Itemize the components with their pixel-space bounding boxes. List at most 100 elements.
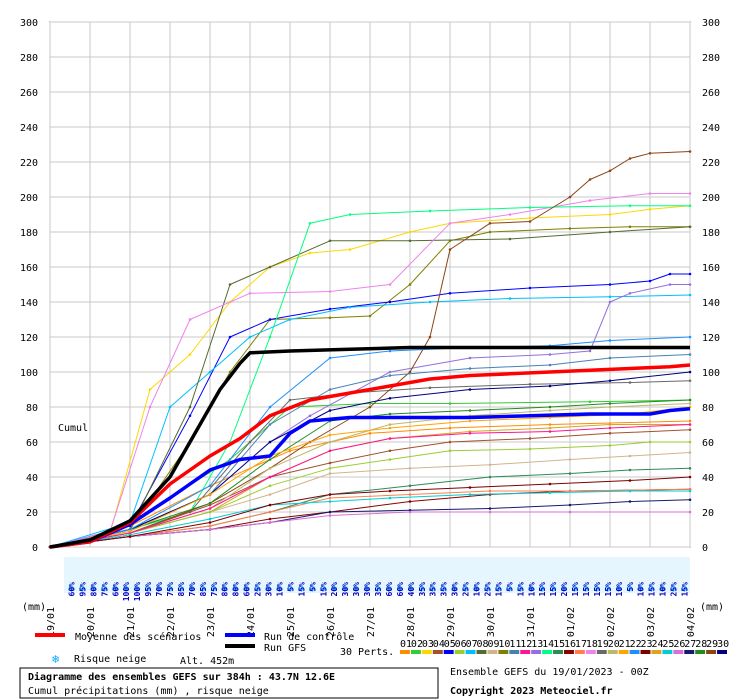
series-point: [388, 370, 392, 374]
snow-risk-value: 75%: [210, 582, 219, 597]
series-point: [688, 370, 692, 374]
pert-swatch: [487, 650, 498, 654]
series-point: [268, 484, 272, 488]
series-point: [188, 405, 192, 409]
series-point: [268, 510, 272, 514]
series-point: [568, 227, 572, 230]
series-point: [448, 248, 452, 251]
y-tick-left: 300: [20, 18, 38, 29]
series-point: [208, 517, 212, 521]
series-point: [628, 479, 632, 482]
series-point: [208, 510, 212, 514]
snowflake-icon: ❄: [145, 584, 152, 595]
series-point: [688, 272, 692, 276]
snow-risk-value: 15%: [582, 582, 591, 597]
series-point: [608, 402, 612, 405]
snowflake-icon: ❄: [287, 584, 294, 595]
pert-number: 10: [498, 639, 510, 650]
x-tick-label: 25/01: [286, 607, 297, 637]
pert-number: 28: [695, 639, 707, 650]
snowflake-icon: ❄: [276, 584, 283, 595]
pert-swatch: [618, 650, 629, 654]
series-point: [328, 466, 332, 470]
series-point: [368, 405, 372, 409]
series-point: [668, 272, 672, 276]
series-gfs: [49, 345, 690, 549]
y-tick-left: 140: [20, 298, 38, 309]
snowflake-icon: ❄: [408, 584, 415, 595]
y-tick-left: 40: [26, 473, 38, 484]
series-point: [568, 510, 572, 514]
series-point: [208, 507, 212, 510]
series-point: [588, 349, 592, 353]
series-point: [488, 221, 492, 225]
series-point: [328, 472, 332, 475]
y-tick-left: 240: [20, 123, 38, 134]
series-point: [208, 503, 212, 507]
series-point: [328, 356, 332, 360]
series-point: [348, 305, 352, 309]
pert-number: 01: [400, 639, 412, 650]
snowflake-icon: ❄: [572, 584, 579, 595]
pert-swatch: [673, 650, 684, 654]
snow-risk-value: 30%: [363, 582, 372, 597]
snow-risk-value: 30%: [352, 582, 361, 597]
series-point: [248, 291, 252, 295]
series-member: [49, 490, 690, 548]
snowflake-icon: ❄: [255, 584, 262, 595]
series-point: [368, 314, 372, 318]
pert-number: 09: [487, 639, 499, 650]
snow-risk-value: 95%: [78, 582, 87, 597]
snow-risk-value: 20%: [560, 582, 569, 597]
snowflake-icon: ❄: [660, 584, 667, 595]
series-point: [268, 517, 272, 521]
series-point: [468, 367, 472, 370]
series-point: [608, 169, 612, 173]
pert-swatch: [410, 650, 421, 654]
series-point: [648, 440, 652, 444]
series-point: [688, 192, 692, 195]
y-tick-left: 260: [20, 88, 38, 99]
snow-risk-band: [64, 557, 690, 593]
pert-number: 30: [717, 639, 729, 650]
series-point: [308, 251, 312, 255]
series-point: [488, 489, 492, 493]
series-point: [568, 458, 572, 461]
series-point: [448, 440, 452, 444]
pert-number: 05: [444, 639, 456, 650]
x-tick-label: 19/01: [46, 607, 57, 637]
snow-risk-value: 40%: [407, 582, 416, 597]
series-point: [488, 463, 492, 467]
pert-number: 16: [564, 639, 576, 650]
series-point: [508, 213, 512, 216]
series-point: [208, 524, 212, 528]
pert-number: 07: [466, 639, 478, 650]
series-point: [208, 484, 212, 488]
y-tick-right: 100: [702, 368, 720, 379]
y-tick-right: 220: [702, 158, 720, 169]
series-point: [268, 475, 272, 479]
pert-swatch: [542, 650, 553, 654]
snowflake-icon: ❄: [244, 584, 251, 595]
series-point: [468, 409, 472, 412]
snowflake-icon: ❄: [386, 584, 393, 595]
series-point: [528, 437, 532, 440]
series-point: [528, 206, 532, 209]
series-point: [668, 283, 672, 286]
legend-perts-label: 30 Perts.: [340, 647, 394, 658]
x-tick-label: 28/01: [406, 607, 417, 637]
series-point: [628, 204, 632, 208]
series-point: [388, 426, 392, 430]
pert-swatch: [640, 650, 651, 654]
series-point: [388, 396, 392, 400]
series-point: [608, 213, 612, 216]
series-point: [368, 431, 372, 435]
snowflake-icon: ❄: [495, 584, 502, 595]
series-point: [628, 157, 632, 160]
snow-risk-value: 10%: [275, 582, 284, 597]
series-point: [568, 195, 572, 199]
series-point: [268, 458, 272, 461]
snow-risk-value: 15%: [319, 582, 328, 597]
series-point: [428, 300, 432, 304]
